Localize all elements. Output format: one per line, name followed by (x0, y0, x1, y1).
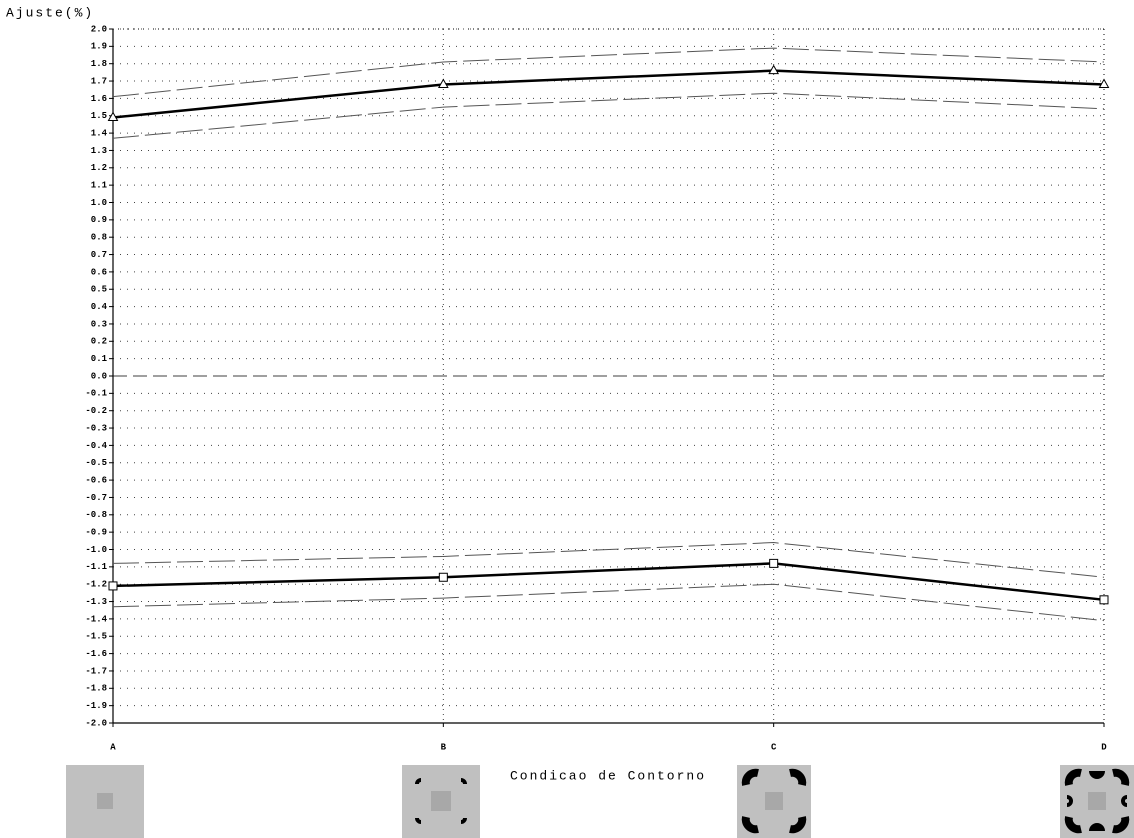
condition-icon (402, 765, 480, 838)
y-tick-label: 1.0 (91, 198, 107, 208)
y-tick-label: 1.1 (91, 181, 108, 191)
y-tick-label: 1.2 (91, 163, 107, 173)
y-tick-label: -1.9 (85, 701, 107, 711)
y-tick-label: -1.7 (85, 666, 107, 676)
y-tick-label: 1.3 (91, 146, 107, 156)
series-line (113, 563, 1104, 599)
x-axis-title: Condicao de Contorno (510, 768, 706, 783)
y-tick-label: 1.5 (91, 111, 107, 121)
x-tick-label: A (110, 742, 116, 752)
y-tick-label: 0.7 (91, 250, 107, 260)
y-tick-label: 1.6 (91, 94, 107, 104)
y-tick-label: 0.0 (91, 371, 107, 381)
y-tick-label: 0.6 (91, 267, 107, 277)
x-tick-label: B (441, 742, 447, 752)
y-tick-label: -1.6 (85, 649, 107, 659)
y-tick-label: 1.8 (91, 59, 107, 69)
y-tick-label: 0.5 (91, 285, 107, 295)
y-tick-label: 2.0 (91, 24, 107, 34)
series-line (113, 71, 1104, 118)
series-line (113, 48, 1104, 97)
square-marker (109, 582, 117, 590)
y-tick-label: -1.3 (85, 597, 107, 607)
y-tick-label: 0.9 (91, 215, 107, 225)
x-tick-label: C (771, 742, 777, 752)
y-tick-label: -1.1 (85, 562, 107, 572)
y-tick-label: -1.4 (85, 614, 107, 624)
square-marker (439, 573, 447, 581)
y-tick-label: 1.9 (91, 42, 107, 52)
y-tick-label: -0.8 (85, 510, 107, 520)
square-marker (770, 559, 778, 567)
y-tick-label: -0.9 (85, 528, 107, 538)
y-tick-label: -0.1 (85, 389, 107, 399)
y-tick-label: -0.3 (85, 423, 107, 433)
condition-icon (1060, 765, 1134, 838)
y-tick-label: -2.0 (85, 718, 107, 728)
y-tick-label: 1.7 (91, 76, 107, 86)
condition-icon (66, 765, 144, 838)
y-tick-label: -0.5 (85, 458, 107, 468)
y-tick-label: -0.4 (85, 441, 107, 451)
series-line (113, 584, 1104, 620)
y-tick-label: 0.1 (91, 354, 108, 364)
y-tick-label: -0.2 (85, 406, 107, 416)
y-tick-label: -0.7 (85, 493, 107, 503)
series-line (113, 93, 1104, 138)
x-tick-label: D (1101, 742, 1107, 752)
y-tick-label: -1.5 (85, 632, 107, 642)
y-tick-label: 0.2 (91, 337, 107, 347)
chart: Ajuste(%) Condicao de Contorno 2.0 1.9 1.8… (0, 0, 1134, 838)
y-tick-label: -1.0 (85, 545, 107, 555)
y-tick-label: 1.4 (91, 128, 108, 138)
y-tick-label: -0.6 (85, 475, 107, 485)
y-tick-label: 0.3 (91, 319, 107, 329)
y-tick-label: 0.4 (91, 302, 108, 312)
series-line (113, 543, 1104, 578)
square-marker (1100, 596, 1108, 604)
condition-icon (737, 765, 811, 838)
y-tick-label: 0.8 (91, 233, 107, 243)
y-axis-title: Ajuste(%) (6, 5, 94, 20)
y-tick-label: -1.8 (85, 684, 107, 694)
y-tick-label: -1.2 (85, 580, 107, 590)
